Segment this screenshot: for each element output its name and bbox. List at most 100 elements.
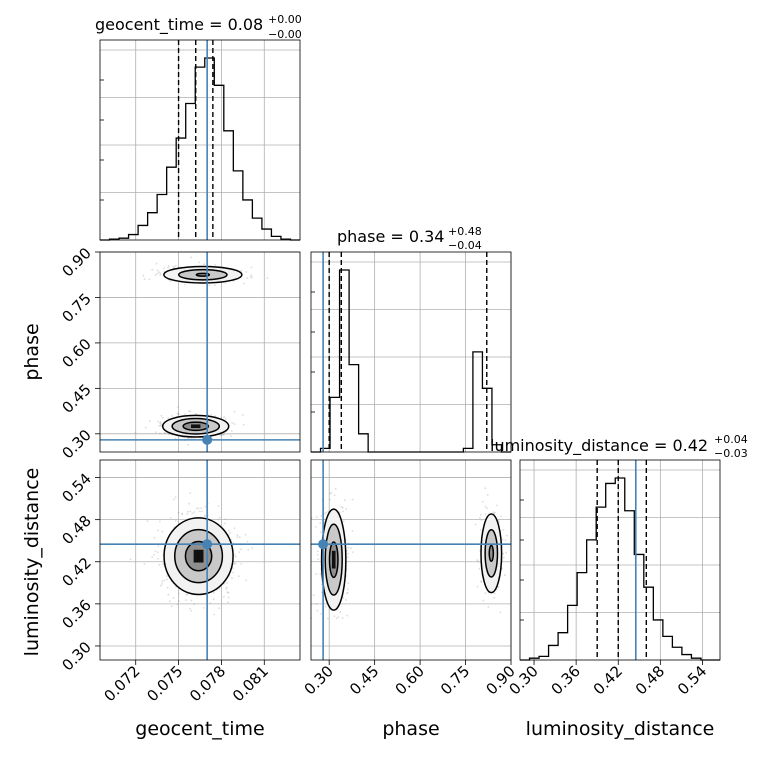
scatter-point bbox=[241, 414, 244, 416]
panel-hist-geocent_time bbox=[99, 39, 301, 241]
scatter-point bbox=[480, 581, 483, 583]
scatter-point bbox=[324, 512, 326, 515]
scatter-point bbox=[156, 269, 159, 272]
panel-2d-geocent_time-luminosity_distance bbox=[99, 459, 301, 661]
scatter-point bbox=[344, 499, 346, 502]
scatter-point bbox=[158, 563, 161, 566]
scatter-point bbox=[347, 546, 350, 549]
scatter-point bbox=[218, 588, 221, 590]
scatter-point bbox=[204, 514, 206, 517]
title-luminosity-distance-minus: −0.03 bbox=[714, 447, 748, 460]
scatter-point bbox=[153, 553, 155, 556]
scatter-point bbox=[330, 491, 333, 494]
grid-hist-phase bbox=[311, 252, 512, 452]
scatter-point bbox=[214, 284, 216, 286]
xticks-geocent_time: 0.072 0.075 0.078 0.081 bbox=[100, 660, 272, 705]
scatter-point bbox=[169, 280, 172, 282]
scatter-point bbox=[171, 415, 173, 417]
contour-line-1-1 bbox=[177, 268, 228, 281]
scatter-point bbox=[181, 512, 184, 515]
frame-hist-geocent_time bbox=[99, 39, 301, 241]
contour-line-0-0 bbox=[320, 508, 347, 611]
scatter-point bbox=[159, 425, 162, 427]
scatter-point bbox=[498, 521, 501, 524]
scatter-point bbox=[191, 512, 194, 515]
scatter-point bbox=[173, 266, 175, 269]
scatter-point bbox=[129, 558, 132, 561]
frame-hist-phase bbox=[310, 251, 512, 453]
ytick-label-phase-2: 0.60 bbox=[58, 335, 94, 371]
scatter-point bbox=[476, 559, 479, 562]
scatter-point bbox=[481, 500, 484, 503]
scatter-point bbox=[210, 413, 213, 416]
scatter-point bbox=[189, 607, 191, 610]
scatter-point bbox=[345, 599, 347, 601]
xtick-label-luminosity_distance-1: 0.36 bbox=[548, 662, 584, 698]
scatter-point bbox=[198, 261, 200, 264]
xtick-label-geocent_time-1: 0.075 bbox=[143, 662, 186, 705]
histogram-geocent_time bbox=[100, 57, 300, 241]
ytick-label-luminosity_distance-3: 0.48 bbox=[58, 512, 94, 548]
scatter-point bbox=[497, 585, 500, 588]
scatter-point bbox=[351, 551, 354, 553]
contour-line-1-0 bbox=[480, 513, 503, 594]
scatter-point bbox=[144, 426, 147, 429]
plot-area-phase-luminosity_distance bbox=[311, 460, 511, 660]
scatter-point bbox=[163, 579, 166, 582]
density-peak-0 bbox=[193, 549, 204, 563]
scatter-point bbox=[324, 605, 327, 608]
frame-2d-geocent_time-luminosity_distance bbox=[99, 459, 301, 661]
scatter-point bbox=[329, 498, 331, 501]
scatter-point bbox=[168, 433, 171, 436]
scatter-point bbox=[195, 412, 198, 415]
scatter-point bbox=[482, 599, 485, 602]
scatter-point bbox=[487, 606, 490, 608]
scatter-point bbox=[346, 588, 349, 591]
scatter-point bbox=[190, 609, 193, 612]
scatter-point bbox=[172, 597, 175, 599]
scatter-point bbox=[502, 538, 504, 541]
scatter-point bbox=[251, 547, 254, 549]
scatter-point bbox=[236, 536, 239, 538]
ytick-label-phase-0: 0.30 bbox=[58, 426, 94, 462]
scatter-point bbox=[164, 432, 167, 435]
scatter-point bbox=[204, 516, 206, 518]
scatter-point bbox=[251, 276, 254, 279]
scatter-point bbox=[236, 534, 239, 537]
scatter-point bbox=[496, 504, 498, 507]
scatter-point bbox=[480, 580, 483, 582]
scatter-point bbox=[209, 602, 212, 604]
title-phase: phase = 0.34 bbox=[337, 227, 444, 246]
scatter-point bbox=[233, 423, 236, 425]
plot-area-geocent_time-phase bbox=[100, 252, 300, 452]
scatter-point bbox=[214, 264, 217, 266]
scatter-point bbox=[250, 266, 253, 269]
ytick-label-phase-1: 0.45 bbox=[58, 380, 94, 416]
scatter-point bbox=[242, 423, 245, 426]
scatter-point bbox=[246, 277, 249, 279]
density-peak-0 bbox=[331, 550, 336, 569]
scatter-point bbox=[166, 586, 169, 589]
scatter-point bbox=[247, 549, 250, 551]
scatter-point bbox=[479, 529, 482, 531]
scatter-point bbox=[187, 443, 190, 446]
scatter-point bbox=[341, 506, 344, 509]
scatter-point bbox=[212, 591, 215, 594]
histogram-luminosity_distance bbox=[520, 477, 720, 661]
scatter-point bbox=[217, 518, 220, 521]
scatter-point bbox=[502, 529, 505, 531]
scatter-point bbox=[159, 421, 162, 424]
scatter-point bbox=[233, 527, 236, 530]
scatter-point bbox=[174, 496, 177, 499]
xtick-label-geocent_time-3: 0.081 bbox=[229, 662, 272, 705]
scatter-point bbox=[245, 271, 248, 273]
scatter-point bbox=[346, 614, 348, 617]
title-geocent-time: geocent_time = 0.08 bbox=[95, 15, 263, 35]
scatter-point bbox=[161, 530, 164, 533]
scatter-point bbox=[238, 551, 241, 554]
scatter-point bbox=[223, 595, 225, 598]
scatter-point bbox=[162, 416, 164, 419]
panel-hist-luminosity_distance bbox=[519, 459, 721, 661]
scatter-point bbox=[154, 550, 157, 553]
